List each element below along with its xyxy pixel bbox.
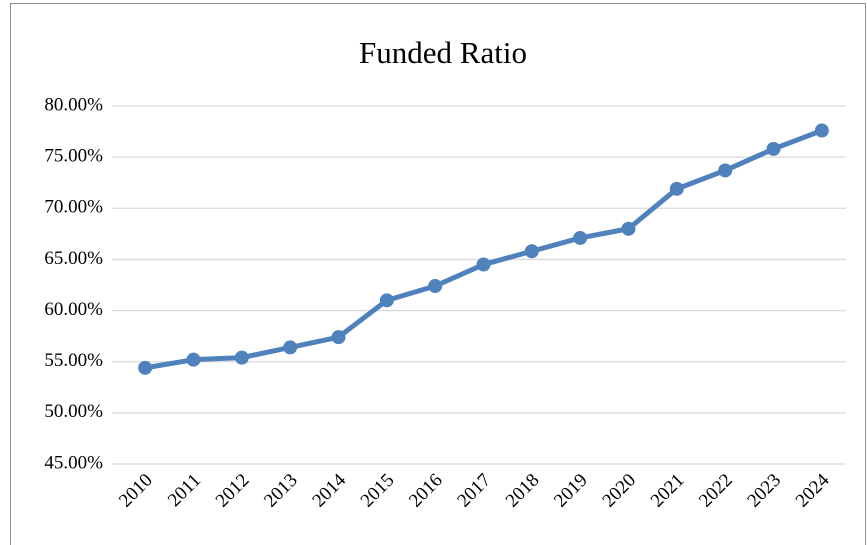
y-tick-label: 80.00% xyxy=(44,94,103,115)
data-point xyxy=(621,221,636,236)
data-point xyxy=(669,181,684,196)
y-tick-label: 50.00% xyxy=(44,401,103,422)
data-point xyxy=(573,230,588,245)
data-point xyxy=(718,163,733,178)
data-point xyxy=(428,279,443,294)
data-point xyxy=(138,360,153,375)
chart-title: Funded Ratio xyxy=(359,35,527,70)
y-tick-label: 55.00% xyxy=(44,350,103,371)
y-tick-label: 75.00% xyxy=(44,146,103,167)
data-point xyxy=(283,340,298,355)
data-point xyxy=(814,123,829,138)
y-tick-label: 45.00% xyxy=(44,452,103,473)
data-point xyxy=(186,352,201,367)
chart-border xyxy=(10,3,866,545)
data-point xyxy=(766,141,781,156)
y-tick-label: 60.00% xyxy=(44,299,103,320)
y-tick-label: 70.00% xyxy=(44,197,103,218)
data-point xyxy=(379,293,394,308)
y-tick-label: 65.00% xyxy=(44,248,103,269)
data-point xyxy=(476,257,491,272)
data-point xyxy=(524,244,539,259)
data-point xyxy=(234,350,249,365)
data-point xyxy=(331,330,346,345)
